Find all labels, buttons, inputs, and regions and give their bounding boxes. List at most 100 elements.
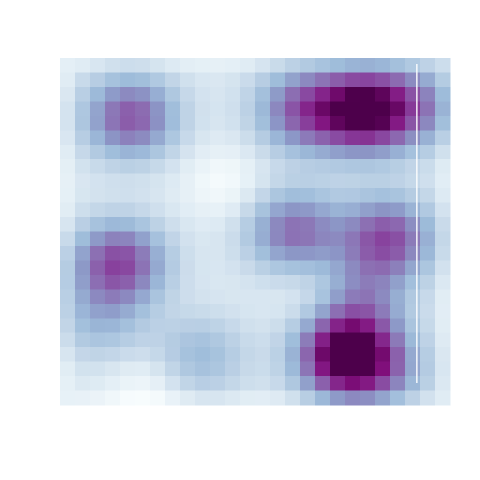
heatmap-cell (120, 144, 136, 160)
heatmap-cell (210, 101, 226, 117)
heatmap-cell (300, 58, 316, 74)
heatmap-cell (225, 260, 241, 276)
heatmap-cell (210, 202, 226, 218)
heatmap-cell (180, 231, 196, 247)
heatmap-cell (150, 144, 166, 160)
heatmap-cell (150, 159, 166, 175)
heatmap-cell (180, 376, 196, 392)
heatmap-cell (405, 101, 421, 117)
heatmap-cell (360, 390, 376, 406)
heatmap-cell (345, 274, 361, 290)
heatmap-cell (135, 115, 151, 131)
heatmap-cell (120, 202, 136, 218)
heatmap-cell (270, 303, 286, 319)
heatmap-cell (300, 274, 316, 290)
heatmap-cell (60, 159, 76, 175)
heatmap-cell (75, 58, 91, 74)
heatmap-cell (60, 332, 76, 348)
heatmap-cell (120, 72, 136, 88)
heatmap-cell (330, 144, 346, 160)
heatmap-cell (225, 173, 241, 189)
heatmap-cell (435, 86, 451, 102)
heatmap-cell (315, 245, 331, 262)
heatmap-cell (315, 101, 331, 117)
heatmap-cell (330, 274, 346, 290)
heatmap-cell (255, 188, 271, 204)
heatmap-cell (225, 347, 241, 363)
heatmap-cell (120, 188, 136, 204)
heatmap-cell (270, 58, 286, 74)
heatmap-cell (105, 72, 121, 88)
heatmap-cell (240, 173, 256, 189)
heatmap-cell (210, 318, 226, 334)
heatmap-cell (105, 130, 121, 146)
heatmap-cell (420, 159, 436, 175)
heatmap-cell (285, 72, 301, 88)
heatmap-cell (180, 188, 196, 204)
heatmap-cell (105, 318, 121, 334)
heatmap-cell (330, 86, 346, 102)
heatmap-cell (165, 188, 181, 204)
heatmap-cell (360, 58, 376, 74)
heatmap-cell (375, 245, 391, 262)
heatmap-cell (420, 361, 436, 377)
heatmap-cell (375, 318, 391, 334)
heatmap-cell (120, 289, 136, 305)
heatmap-cell (150, 390, 166, 406)
heatmap-cell (195, 202, 211, 218)
heatmap-cell (210, 231, 226, 247)
heatmap-cell (225, 101, 241, 117)
heatmap-cell (135, 347, 151, 363)
heatmap-cell (405, 144, 421, 160)
heatmap-cell (360, 188, 376, 204)
heatmap-cell (330, 332, 346, 348)
heatmap-cell (345, 217, 361, 233)
heatmap-cell (390, 376, 406, 392)
heatmap-cell (90, 159, 106, 175)
heatmap-cell (360, 289, 376, 305)
heatmap-cell (150, 318, 166, 334)
heatmap-cell (375, 115, 391, 131)
heatmap-cell (285, 231, 301, 247)
heatmap-cell (195, 231, 211, 247)
heatmap-cell (285, 361, 301, 377)
heatmap-cell (90, 260, 106, 276)
heatmap-cell (405, 274, 421, 290)
heatmap-cell (270, 361, 286, 377)
heatmap-cell (405, 303, 421, 319)
heatmap-cell (390, 86, 406, 102)
heatmap-cell (270, 72, 286, 88)
heatmap-cell (300, 72, 316, 88)
heatmap-cell (225, 231, 241, 247)
heatmap-cell (60, 274, 76, 290)
heatmap-cell (225, 274, 241, 290)
heatmap-cell (330, 231, 346, 247)
heatmap-cell (90, 318, 106, 334)
heatmap-cell (120, 115, 136, 131)
heatmap-cell (390, 245, 406, 262)
heatmap-cell (195, 318, 211, 334)
heatmap-cell (285, 245, 301, 262)
heatmap-cell (180, 361, 196, 377)
heatmap-cell (285, 376, 301, 392)
heatmap-cell (105, 390, 121, 406)
heatmap-cell (255, 58, 271, 74)
heatmap-cell (405, 332, 421, 348)
heatmap-cell (285, 188, 301, 204)
heatmap-cell (375, 390, 391, 406)
heatmap-cell (405, 130, 421, 146)
heatmap-cell (180, 318, 196, 334)
heatmap-cell (315, 130, 331, 146)
heatmap-cell (135, 101, 151, 117)
heatmap-cell (375, 202, 391, 218)
heatmap-cell (255, 86, 271, 102)
heatmap-cell (360, 202, 376, 218)
heatmap-cell (285, 86, 301, 102)
heatmap-cell (195, 361, 211, 377)
heatmap-cell (165, 159, 181, 175)
heatmap-cell (315, 217, 331, 233)
heatmap-cell (135, 188, 151, 204)
heatmap-cell (135, 390, 151, 406)
heatmap-cell (135, 72, 151, 88)
heatmap-cell (210, 361, 226, 377)
